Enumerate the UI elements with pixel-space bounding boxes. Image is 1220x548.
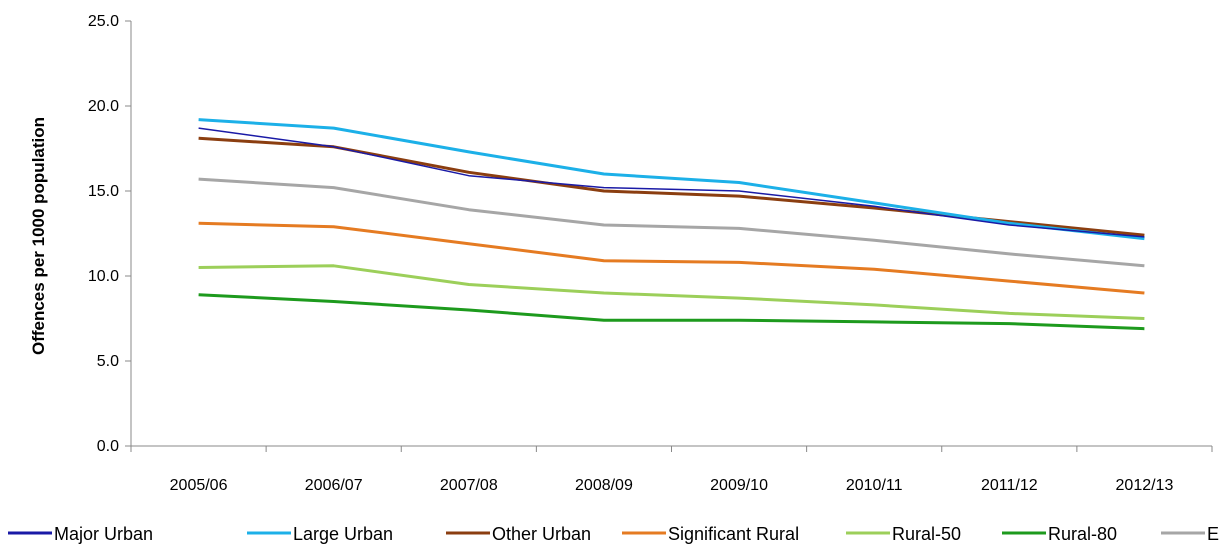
x-tick-label: 2009/10	[710, 477, 768, 494]
y-tick-label: 25.0	[88, 13, 119, 30]
series-line-significant-rural	[198, 221, 1145, 295]
series-line-rural-80	[198, 293, 1145, 331]
legend-label: Significant Rural	[668, 524, 799, 544]
x-tick-label: 2006/07	[305, 477, 363, 494]
x-ticks: 2005/06 2006/07 2007/08 2008/09 2009/10 2010/…	[130, 446, 1213, 494]
x-tick-label: 2011/12	[981, 477, 1038, 494]
axes	[130, 21, 1212, 447]
y-axis-label: Offences per 1000 population	[29, 117, 48, 355]
x-tick-label: 2012/13	[1116, 477, 1174, 494]
series-line-england	[198, 177, 1145, 268]
legend-label: Rural-50	[892, 524, 961, 544]
series-line-rural-50	[198, 264, 1145, 320]
x-tick-label: 2008/09	[575, 477, 633, 494]
y-ticks: 0.0 5.0 10.0 15.0 20.0 25.0	[88, 13, 131, 455]
y-tick-label: 5.0	[97, 353, 119, 370]
y-tick-label: 15.0	[88, 183, 119, 200]
y-tick-label: 10.0	[88, 268, 119, 285]
legend-label: Other Urban	[492, 524, 591, 544]
legend-label: Rural-80	[1048, 524, 1117, 544]
legend-label: Major Urban	[54, 524, 153, 544]
y-tick-label: 0.0	[97, 438, 119, 455]
legend: Major Urban Large Urban Other Urban Signifi…	[8, 524, 1220, 544]
y-tick-label: 20.0	[88, 98, 119, 115]
x-tick-label: 2007/08	[440, 477, 498, 494]
x-tick-label: 2010/11	[846, 477, 903, 494]
series-line-other-urban	[198, 136, 1145, 237]
series-lines	[198, 118, 1145, 331]
series-line-large-urban	[198, 118, 1145, 241]
legend-label: Large Urban	[293, 524, 393, 544]
legend-label: England	[1207, 524, 1220, 544]
x-tick-label: 2005/06	[170, 477, 228, 494]
series-line-major-urban	[198, 127, 1145, 238]
